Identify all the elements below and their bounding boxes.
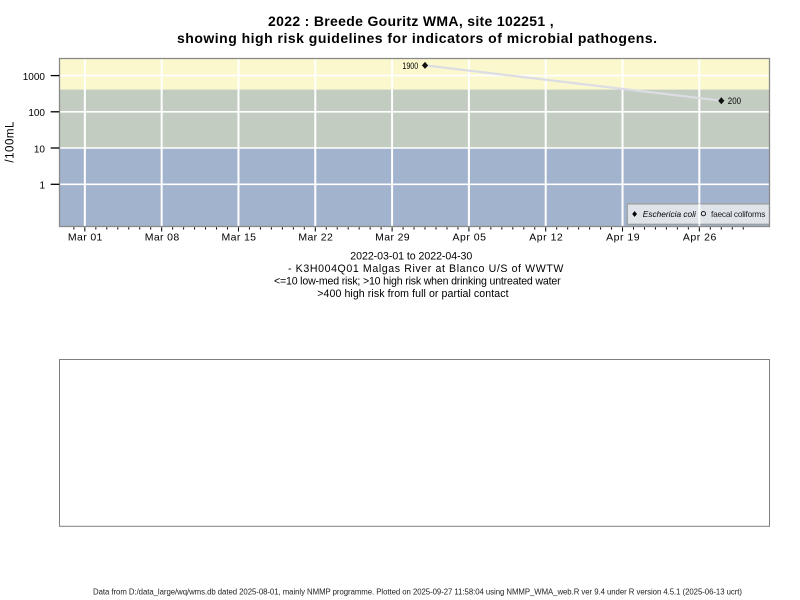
svg-text:1900: 1900 [402, 61, 418, 71]
svg-text:faecal coliforms: faecal coliforms [711, 209, 765, 219]
svg-text:Mar 22: Mar 22 [298, 231, 333, 243]
svg-text:Eschericia coli: Eschericia coli [643, 209, 697, 219]
svg-text:Apr 19: Apr 19 [606, 231, 640, 243]
svg-text:2022 : Breede Gouritz WMA, sit: 2022 : Breede Gouritz WMA, site 102251 , [268, 13, 554, 29]
svg-text:Mar 29: Mar 29 [375, 231, 410, 243]
svg-text:Mar 15: Mar 15 [222, 231, 257, 243]
svg-text:- K3H004Q01 Malgas River at Bl: - K3H004Q01 Malgas River at Blanco U/S o… [288, 263, 563, 275]
svg-text:Data from D:/data_large/wq/wms: Data from D:/data_large/wq/wms.db dated … [93, 588, 742, 597]
svg-text:1: 1 [39, 181, 45, 192]
svg-text:Apr 05: Apr 05 [452, 231, 486, 243]
svg-text:showing high risk guidelines f: showing high risk guidelines for indicat… [177, 30, 657, 46]
svg-text:/100mL: /100mL [4, 121, 16, 163]
svg-text:2022-03-01 to 2022-04-30: 2022-03-01 to 2022-04-30 [350, 251, 472, 263]
svg-text:100: 100 [28, 108, 45, 119]
svg-text:1000: 1000 [23, 72, 46, 83]
svg-text:>400 high risk from full or pa: >400 high risk from full or partial cont… [317, 288, 508, 300]
svg-text:Apr 26: Apr 26 [683, 231, 717, 243]
svg-text:10: 10 [34, 144, 46, 155]
svg-text:200: 200 [728, 96, 741, 106]
svg-text:Mar 08: Mar 08 [145, 231, 180, 243]
svg-text:Apr 12: Apr 12 [529, 231, 563, 243]
svg-text:<=10 low-med risk; >10 high ri: <=10 low-med risk; >10 high risk when dr… [274, 275, 561, 287]
svg-text:Mar 01: Mar 01 [68, 231, 103, 243]
